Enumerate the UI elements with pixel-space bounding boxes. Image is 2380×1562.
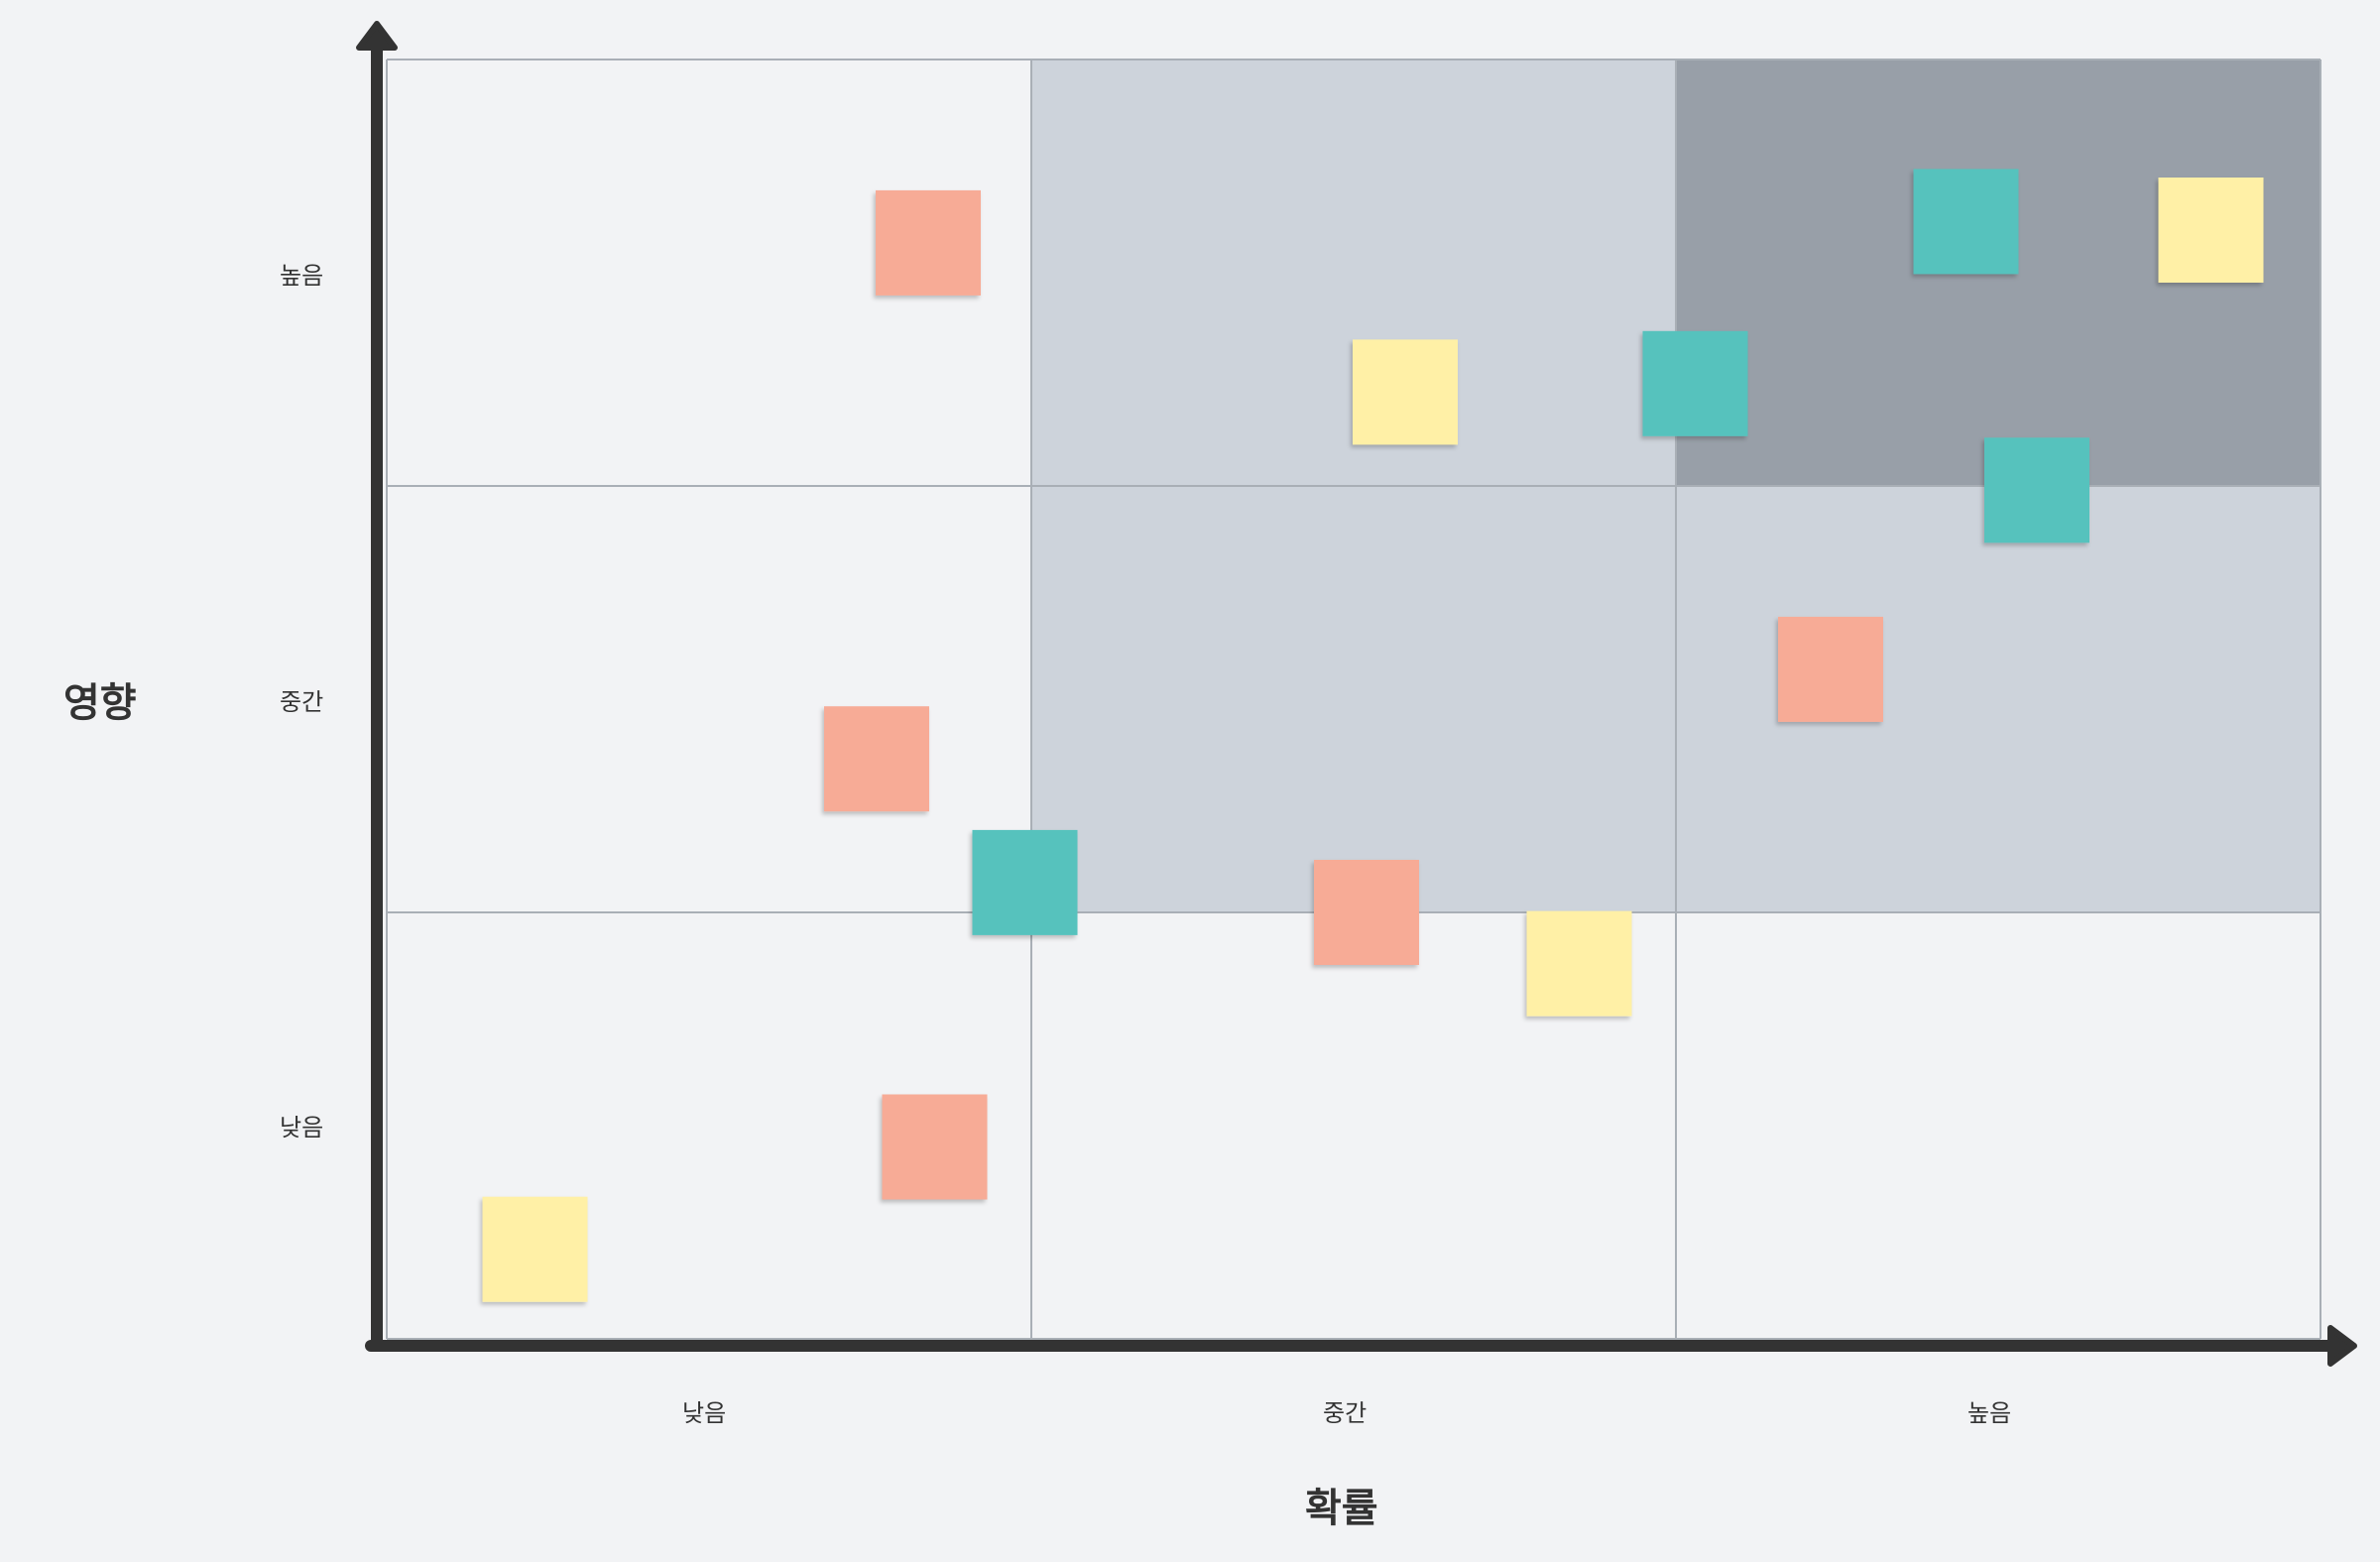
- zone-cell: [1676, 486, 2320, 912]
- y-axis-title: 영향: [63, 680, 137, 726]
- sticky-note: [1642, 330, 1748, 436]
- zone-cell: [1031, 486, 1676, 912]
- zone-cell: [1676, 912, 2320, 1339]
- y-tick-high: 높음: [280, 262, 324, 290]
- x-tick-low: 낮음: [682, 1399, 727, 1427]
- zone-cell: [387, 486, 1031, 912]
- x-tick-high: 높음: [1967, 1399, 2012, 1427]
- x-tick-medium: 중간: [1323, 1399, 1368, 1427]
- x-axis-title: 확률: [1305, 1486, 1378, 1531]
- y-tick-medium: 중간: [280, 688, 324, 716]
- y-axis-arrow-icon: [356, 21, 398, 51]
- sticky-note: [824, 706, 929, 812]
- y-tick-low: 낮음: [280, 1114, 324, 1141]
- sticky-note: [2158, 178, 2264, 283]
- sticky-note: [482, 1196, 588, 1302]
- sticky-note: [1526, 910, 1632, 1017]
- sticky-note: [876, 189, 981, 296]
- sticky-note: [972, 829, 1078, 935]
- x-axis-arrow-icon: [2327, 1325, 2357, 1367]
- sticky-note: [1314, 860, 1419, 965]
- sticky-note: [1984, 437, 2089, 543]
- sticky-note: [882, 1094, 988, 1200]
- sticky-note: [1778, 616, 1883, 722]
- sticky-note: [1353, 339, 1458, 445]
- sticky-note: [1913, 169, 2019, 275]
